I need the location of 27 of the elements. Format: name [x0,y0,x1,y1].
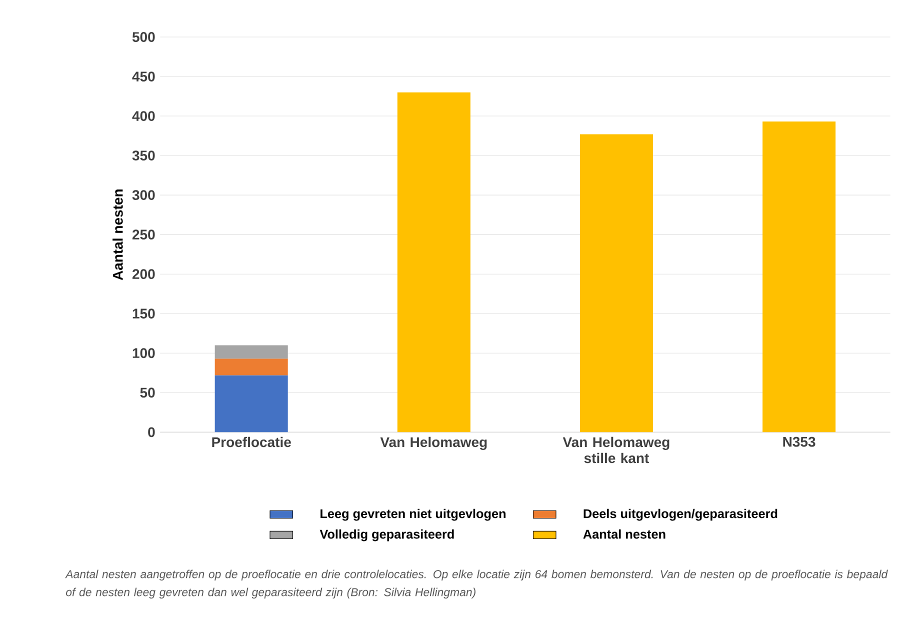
bar [397,92,470,432]
y-tick-label: 100 [132,348,155,358]
legend-label: Aantal nesten [583,529,666,539]
y-tick-label: 300 [132,190,155,200]
y-tick-label: 150 [132,308,155,318]
bar [580,134,653,432]
y-tick-label: 350 [132,150,155,160]
text: Aantal nesten aangetroffen op de proeflocatie en drie controlelocaties. Op elke locatie zijn 64 bomen bemonsterd. Van de nesten op de proeflocatie is bepaald of de nesten leeg gevreten dan wel geparasiteerd zijn (Bron: Silvia Hellingman) [65,570,888,598]
bar [214,358,288,376]
x-tick-label: Van Helomaweg [380,436,487,450]
y-axis-title: Aantal nesten [112,189,123,280]
legend-label: Volledig geparasiteerd [320,529,454,542]
legend-label: Leeg gevreten niet uitgevlogen [320,508,506,521]
x-tick-label: Proeflocatie [212,436,291,448]
y-tick-label: 500 [132,32,155,42]
y-tick-label: 450 [132,71,155,82]
bar [214,345,288,359]
bar [762,121,836,432]
y-tick-label: 400 [132,110,155,121]
x-tick-label: Van Helomaweg stille kant [562,436,670,464]
y-tick-label: 50 [140,388,155,398]
legend-label: Deels uitgevlogen/geparasiteerd [584,508,778,521]
y-tick-label: 250 [132,230,155,240]
y-tick-label: 0 [148,427,155,438]
y-tick-label: 200 [132,269,155,279]
x-tick-label: N353 [783,436,816,447]
bar [214,375,288,432]
